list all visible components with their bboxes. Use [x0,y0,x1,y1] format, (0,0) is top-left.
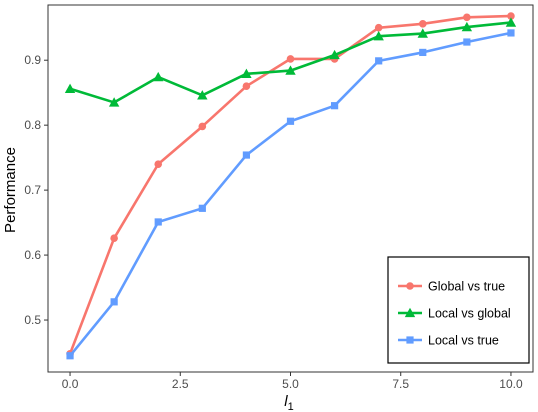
y-axis-title: Performance [2,147,19,233]
data-point [198,122,207,131]
data-point [154,218,162,226]
legend: Global vs true Local vs global Local vs tr… [387,256,530,364]
data-point [242,82,251,90]
data-point [507,12,515,20]
data-point [417,28,428,38]
data-point [153,71,164,82]
data-point [66,352,74,360]
legend-entry: Local vs true [398,334,499,348]
legend-label: Local vs true [428,334,499,348]
data-point [285,65,296,75]
data-point [286,117,295,125]
data-point [373,30,384,41]
series-layer [64,12,517,360]
data-point [418,20,427,28]
x-tick-label: 10.0 [499,377,523,391]
data-point [198,204,206,212]
data-point [329,49,340,60]
x-tick-label: 7.5 [392,377,409,391]
y-tick-label: 0.5 [24,313,41,327]
legend-label: Global vs true [428,280,505,294]
x-axis-title-subscript: 1 [288,401,294,412]
data-point [507,29,515,37]
data-point [375,57,383,65]
x-tick-label: 5.0 [282,377,299,391]
data-point [463,13,471,22]
axis-layer: 0.0 2.5 5.0 7.5 10.0 0.5 0.6 0.7 0.8 0.9 [24,53,523,391]
data-point [242,151,251,159]
series-1 [64,17,517,107]
data-point [197,90,208,100]
legend-swatch-marker [404,307,416,318]
data-point [241,68,252,79]
series-2 [66,29,515,360]
x-tick-label: 2.5 [172,377,189,391]
legend-entry: Global vs true [398,280,505,294]
legend-swatch-marker [406,336,414,344]
legend-label: Local vs global [428,307,511,321]
x-axis-title-main: l [284,393,288,410]
data-point [64,83,76,93]
data-point [110,234,118,242]
x-tick-label: 0.0 [62,377,79,391]
data-point [374,23,383,32]
data-point [110,298,118,306]
data-point [330,102,339,110]
data-point [463,38,471,46]
legend-swatch-marker [406,282,414,290]
y-tick-label: 0.9 [24,53,41,67]
y-tick-label: 0.7 [24,183,41,197]
y-tick-label: 0.6 [24,248,41,262]
data-point [505,17,517,27]
data-point [419,48,427,57]
data-point [461,21,473,32]
data-point [286,55,295,63]
data-point [108,97,120,107]
y-tick-label: 0.8 [24,118,41,132]
legend-entry: Local vs global [398,307,511,321]
legend-box [387,256,530,364]
data-point [154,160,163,168]
x-axis-title: l1 [284,393,293,412]
